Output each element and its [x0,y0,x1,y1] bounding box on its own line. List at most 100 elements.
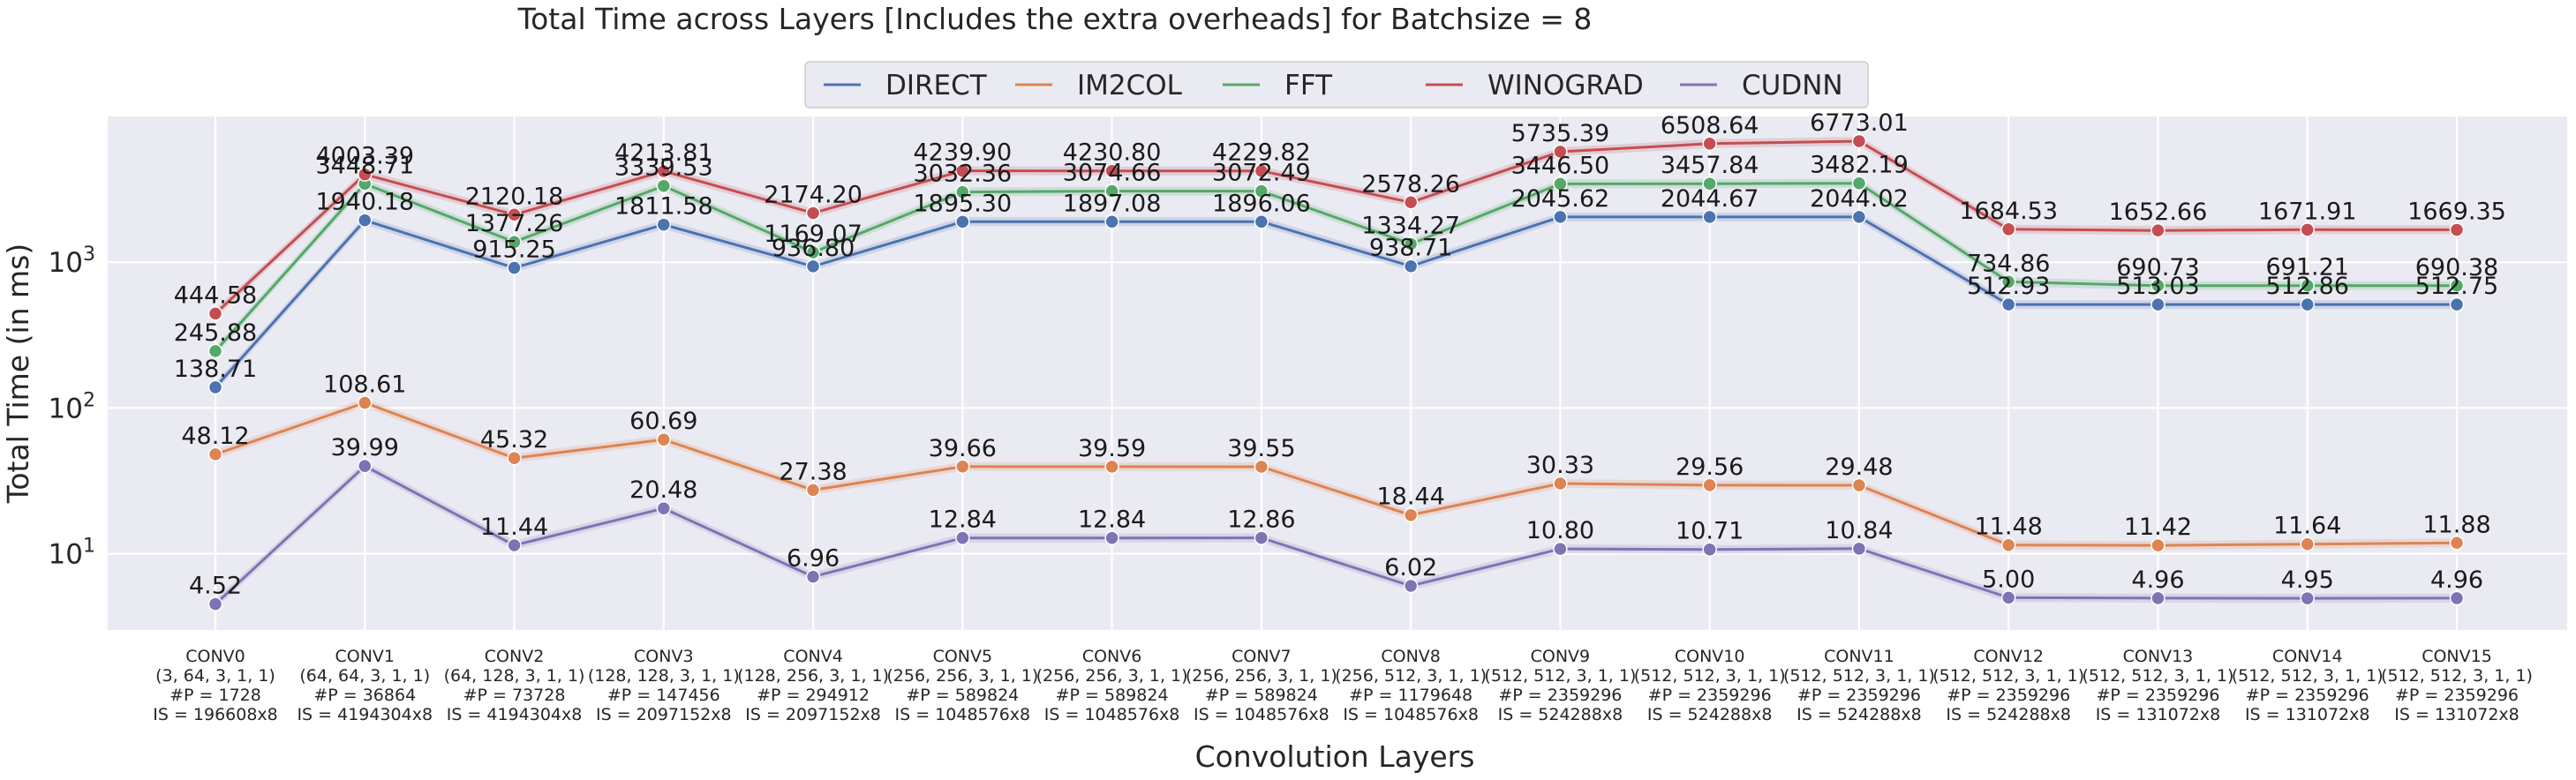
data-point [1104,459,1119,475]
data-label: 1169.07 [764,221,862,248]
data-point [955,214,970,229]
data-point [1403,507,1419,522]
data-label: 936.80 [772,235,855,262]
data-point [1702,542,1717,557]
data-point [358,213,373,228]
data-label: 4.95 [2281,566,2334,594]
data-label: 1377.26 [465,210,564,237]
data-label: 2044.02 [1810,185,1909,213]
data-label: 1334.27 [1361,213,1460,240]
data-label: 2174.20 [764,181,862,208]
x-tick-label: CONV8 (256, 512, 3, 1, 1) #P = 1179648 IS =… [1335,647,1487,724]
data-point [1403,236,1419,251]
data-label: 3457.84 [1661,152,1759,179]
series-band-fft [215,178,2457,356]
legend-label-direct: DIRECT [885,70,988,101]
x-tick-label: CONV5 (256, 256, 3, 1, 1) #P = 589824 IS = … [886,647,1038,724]
data-point [1553,476,1568,491]
data-point [2150,296,2165,312]
data-label: 2120.18 [465,183,564,210]
x-tick-label: CONV4 (128, 256, 3, 1, 1) #P = 294912 IS = … [737,647,889,724]
data-label: 60.69 [629,408,697,435]
data-point [507,207,522,222]
data-label: 48.12 [181,423,249,450]
x-tick-label: CONV0 (3, 64, 3, 1, 1) #P = 1728 IS = 19660… [153,647,278,724]
x-tick-label: CONV12 (512, 512, 3, 1, 1) #P = 2359296 IS … [1932,647,2084,724]
data-label: 245.88 [174,319,257,347]
data-point [2300,536,2315,551]
data-label: 39.55 [1227,435,1295,462]
data-label: 30.33 [1526,452,1594,479]
data-point [358,395,373,410]
data-label: 5.00 [1982,566,2035,593]
series-line-cudnn [214,464,2458,605]
data-point [2449,536,2465,551]
series-line-fft [214,182,2458,352]
data-label: 2578.26 [1361,170,1460,198]
data-label: 138.71 [174,356,257,383]
data-point [2300,296,2315,312]
data-point [1254,214,1269,229]
data-label: 10.80 [1526,517,1594,544]
data-label: 1811.58 [614,193,713,221]
data-label: 1671.91 [2258,198,2357,225]
data-label: 4213.81 [614,139,713,167]
series-line-im2col [215,401,2458,547]
data-label: 938.71 [1369,235,1452,262]
data-point [207,306,223,321]
data-label: 4003.39 [315,143,414,170]
data-point [2449,590,2465,606]
data-point [1403,578,1419,594]
data-label: 3074.66 [1063,160,1162,187]
data-label: 6.02 [1384,554,1437,581]
data-point [2150,590,2165,606]
data-label: 1896.06 [1212,190,1311,217]
data-label: 1895.30 [914,190,1013,217]
data-label: 6773.01 [1810,109,1909,137]
data-point [358,458,373,474]
series-band-direct [215,212,2457,392]
data-label: 444.58 [174,281,257,309]
data-label: 1897.08 [1063,190,1162,217]
series-line-winograd [214,139,2458,315]
data-label: 1652.66 [2109,199,2208,226]
data-point [1702,477,1717,493]
data-point [2000,590,2016,605]
legend-label-winograd: WINOGRAD [1488,70,1644,101]
data-point [1553,144,1568,160]
data-point [207,343,223,359]
data-point [2150,537,2165,553]
data-label: 108.61 [323,371,406,398]
x-tick-label: CONV1 (64, 64, 3, 1, 1) #P = 36864 IS = 419… [297,647,433,724]
x-tick-label: CONV13 (512, 512, 3, 1, 1) #P = 2359296 IS … [2082,647,2233,724]
data-label: 39.99 [331,434,399,461]
x-tick-label: CONV3 (128, 128, 3, 1, 1) #P = 147456 IS = … [588,647,740,724]
data-point [1254,459,1269,475]
data-label: 18.44 [1376,484,1444,511]
data-point [1702,136,1717,152]
data-label: 4.96 [2430,566,2483,594]
x-tick-label: CONV14 (512, 512, 3, 1, 1) #P = 2359296 IS … [2232,647,2384,724]
data-point [1104,163,1119,178]
data-point [507,260,522,275]
data-label: 691.21 [2265,254,2348,281]
data-point [1403,259,1419,274]
data-point [805,569,821,584]
series-line-direct [214,215,2457,388]
data-label: 11.42 [2124,514,2192,541]
x-tick-label: CONV2 (64, 128, 3, 1, 1) #P = 73728 IS = 41… [444,647,585,724]
data-label: 3482.19 [1810,152,1909,179]
data-point [2000,537,2016,552]
data-point [2449,278,2465,294]
data-point [507,234,522,250]
data-label: 20.48 [629,476,697,504]
data-point [656,500,672,516]
data-label: 11.44 [480,514,548,541]
data-label: 513.03 [2116,273,2199,300]
data-label: 39.59 [1078,435,1146,462]
data-point [805,259,821,274]
legend-label-cudnn: CUDNN [1742,70,1843,101]
x-tick-label: CONV15 (512, 512, 3, 1, 1) #P = 2359296 IS … [2381,647,2533,724]
data-point [2300,222,2315,237]
